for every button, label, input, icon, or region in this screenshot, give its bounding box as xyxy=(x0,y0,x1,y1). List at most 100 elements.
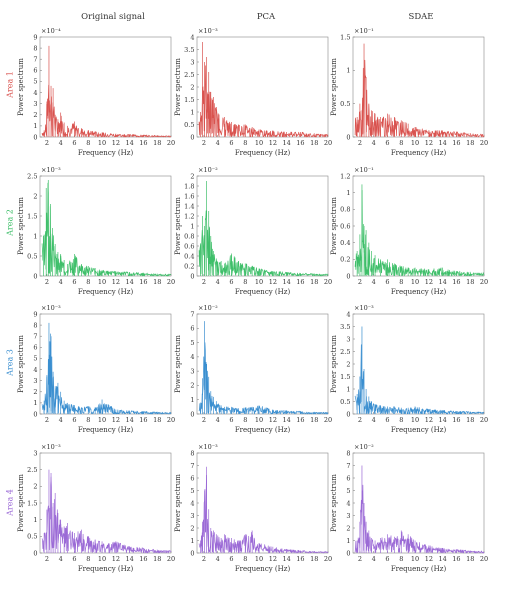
y-tick-label: 0.5 xyxy=(340,398,350,406)
x-tick-label: 18 xyxy=(466,278,474,286)
y-tick-label: 1.5 xyxy=(27,212,37,220)
y-tick-label: 2 xyxy=(190,172,194,180)
y-tick-label: 9 xyxy=(33,310,37,318)
y-tick-label: 6 xyxy=(33,344,37,352)
x-tick-label: 4 xyxy=(372,555,376,563)
x-tick-label: 10 xyxy=(411,139,419,147)
x-tick-label: 12 xyxy=(425,139,433,147)
panel-area-3-sdae: 0 0.5 1 1.5 2 2.5 3 3.5 4 2 4 6 8 10 12 14 16 18 20 Frequen… xyxy=(330,304,488,434)
x-tick-label: 20 xyxy=(324,416,332,424)
x-tick-label: 8 xyxy=(243,555,247,563)
y-tick-label: 1 xyxy=(190,108,194,116)
spectrum-line xyxy=(41,84,172,138)
x-tick-label: 8 xyxy=(86,278,90,286)
y-axis-label: Power spectrum xyxy=(17,58,25,116)
x-tick-label: 16 xyxy=(139,139,147,147)
x-tick-label: 18 xyxy=(153,555,161,563)
y-exponent: ×10⁻² xyxy=(198,166,218,174)
x-axis-label: Frequency (Hz) xyxy=(235,149,291,157)
x-tick-label: 10 xyxy=(411,278,419,286)
y-tick-label: 2 xyxy=(346,524,350,532)
x-tick-label: 18 xyxy=(466,555,474,563)
y-tick-label: 2.5 xyxy=(340,348,350,356)
x-tick-label: 8 xyxy=(86,139,90,147)
x-tick-label: 12 xyxy=(425,555,433,563)
x-tick-label: 10 xyxy=(255,139,263,147)
panel-area-2-original-signal: 0 0.5 1 1.5 2 2.5 2 4 6 8 10 12 14 16 18 20 Frequency (H… xyxy=(17,166,175,296)
y-tick-label: 0 xyxy=(190,410,194,418)
x-tick-label: 16 xyxy=(296,278,304,286)
y-tick-label: 4 xyxy=(33,89,37,97)
y-tick-label: 1 xyxy=(33,516,37,524)
x-tick-label: 8 xyxy=(399,278,403,286)
spectrum-line xyxy=(198,65,329,138)
x-tick-label: 8 xyxy=(86,555,90,563)
x-tick-label: 6 xyxy=(229,139,233,147)
x-tick-label: 4 xyxy=(216,416,220,424)
x-tick-label: 2 xyxy=(45,278,49,286)
x-axis-label: Frequency (Hz) xyxy=(78,426,134,434)
y-tick-label: 3 xyxy=(33,449,37,457)
y-tick-label: 0.8 xyxy=(184,232,194,240)
y-axis-label: Power spectrum xyxy=(174,335,182,393)
y-tick-label: 4 xyxy=(346,310,350,318)
x-tick-label: 14 xyxy=(438,278,446,286)
x-tick-label: 16 xyxy=(452,555,460,563)
x-tick-label: 10 xyxy=(98,416,106,424)
y-tick-label: 0 xyxy=(190,133,194,141)
y-exponent: ×10⁻³ xyxy=(198,27,218,35)
x-tick-label: 6 xyxy=(385,278,389,286)
y-exponent: ×10⁻³ xyxy=(41,304,61,312)
x-tick-label: 4 xyxy=(372,139,376,147)
y-tick-label: 0.2 xyxy=(340,256,350,264)
y-tick-label: 8 xyxy=(190,449,194,457)
x-tick-label: 14 xyxy=(282,278,290,286)
x-tick-label: 14 xyxy=(282,139,290,147)
x-tick-label: 16 xyxy=(139,416,147,424)
y-tick-label: 1.5 xyxy=(27,499,37,507)
y-tick-label: 0.8 xyxy=(340,206,350,214)
x-tick-label: 12 xyxy=(112,139,120,147)
y-exponent: ×10⁻¹ xyxy=(354,166,374,174)
x-tick-label: 20 xyxy=(480,416,488,424)
y-tick-label: 5 xyxy=(33,355,37,363)
spectrum-line xyxy=(41,476,172,554)
x-tick-label: 6 xyxy=(229,278,233,286)
x-tick-label: 8 xyxy=(399,139,403,147)
spectrum-line xyxy=(198,342,329,415)
x-tick-label: 4 xyxy=(59,416,63,424)
x-tick-label: 18 xyxy=(310,555,318,563)
y-tick-label: 3 xyxy=(190,367,194,375)
y-tick-label: 3 xyxy=(346,512,350,520)
x-tick-label: 12 xyxy=(269,416,277,424)
y-tick-label: 0.2 xyxy=(184,262,194,270)
y-tick-label: 6 xyxy=(33,67,37,75)
x-tick-label: 12 xyxy=(112,416,120,424)
y-tick-label: 1 xyxy=(346,67,350,75)
y-exponent: ×10⁻³ xyxy=(41,166,61,174)
x-tick-label: 2 xyxy=(202,555,206,563)
y-exponent: ×10⁻³ xyxy=(41,443,61,451)
x-tick-label: 14 xyxy=(125,555,133,563)
y-exponent: ×10⁻² xyxy=(198,304,218,312)
y-tick-label: 0.6 xyxy=(184,242,194,250)
y-tick-label: 4 xyxy=(346,499,350,507)
y-tick-label: 1 xyxy=(190,222,194,230)
y-tick-label: 1.5 xyxy=(184,96,194,104)
x-tick-label: 4 xyxy=(372,278,376,286)
y-tick-label: 7 xyxy=(190,310,194,318)
y-tick-label: 0.4 xyxy=(340,239,350,247)
x-tick-label: 20 xyxy=(480,139,488,147)
y-tick-label: 0.5 xyxy=(340,100,350,108)
y-tick-label: 0 xyxy=(33,133,37,141)
y-tick-label: 1.2 xyxy=(184,212,194,220)
x-tick-label: 4 xyxy=(59,555,63,563)
x-tick-label: 14 xyxy=(125,139,133,147)
y-tick-label: 5 xyxy=(346,487,350,495)
y-tick-label: 2.5 xyxy=(27,172,37,180)
